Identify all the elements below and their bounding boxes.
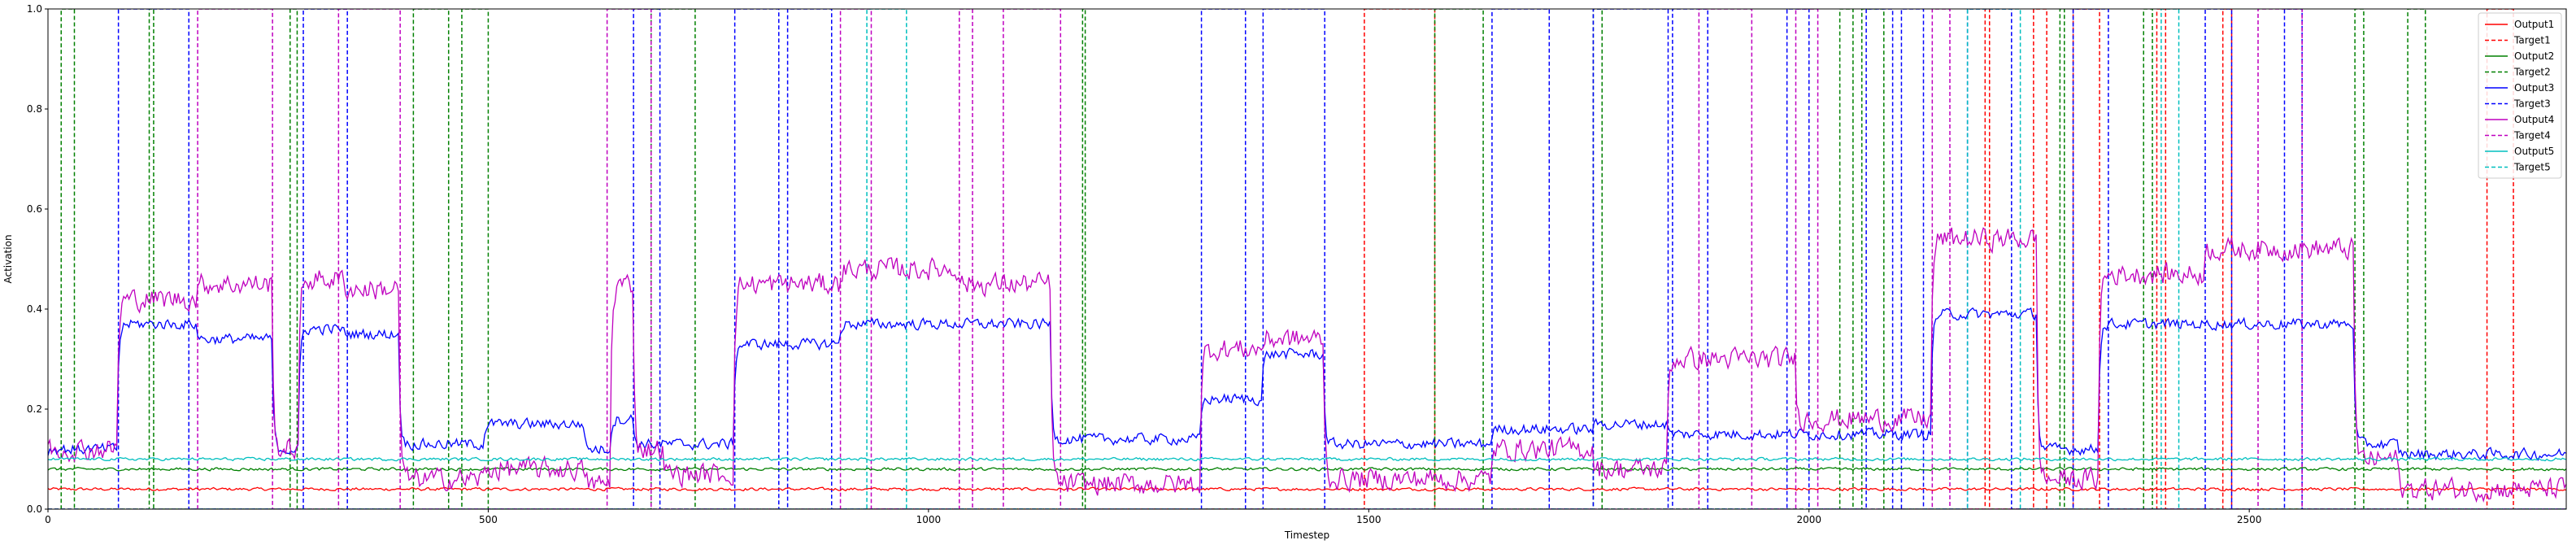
x-tick-label: 1000 [916,514,942,525]
legend-label: Target4 [2513,130,2551,142]
y-tick-label: 0.8 [27,103,42,115]
legend: Output1 Target1 Output2 Target2 Output3 Targe… [2478,13,2561,178]
legend-label: Output3 [2514,82,2554,94]
legend-label: Target2 [2513,67,2551,78]
y-tick-label: 0.6 [27,203,42,215]
x-tick-label: 0 [45,514,51,525]
x-tick-label: 500 [479,514,498,525]
legend-label: Target1 [2513,35,2551,46]
legend-label: Output2 [2514,50,2554,62]
legend-label: Output4 [2514,114,2554,125]
x-tick-label: 2500 [2237,514,2262,525]
x-tick-label: 1500 [1356,514,1382,525]
y-tick-label: 1.0 [27,3,42,15]
x-axis-label: Timestep [1284,529,1329,541]
legend-label: Target5 [2513,162,2551,173]
y-tick-label: 0.0 [27,503,42,515]
x-tick-label: 2000 [1796,514,1821,525]
y-tick-label: 0.2 [27,403,42,415]
y-axis-label: Activation [2,234,14,283]
legend-label: Output5 [2514,146,2554,157]
legend-label: Output1 [2514,19,2554,30]
legend-label: Target3 [2513,98,2551,110]
y-tick-label: 0.4 [27,303,42,315]
